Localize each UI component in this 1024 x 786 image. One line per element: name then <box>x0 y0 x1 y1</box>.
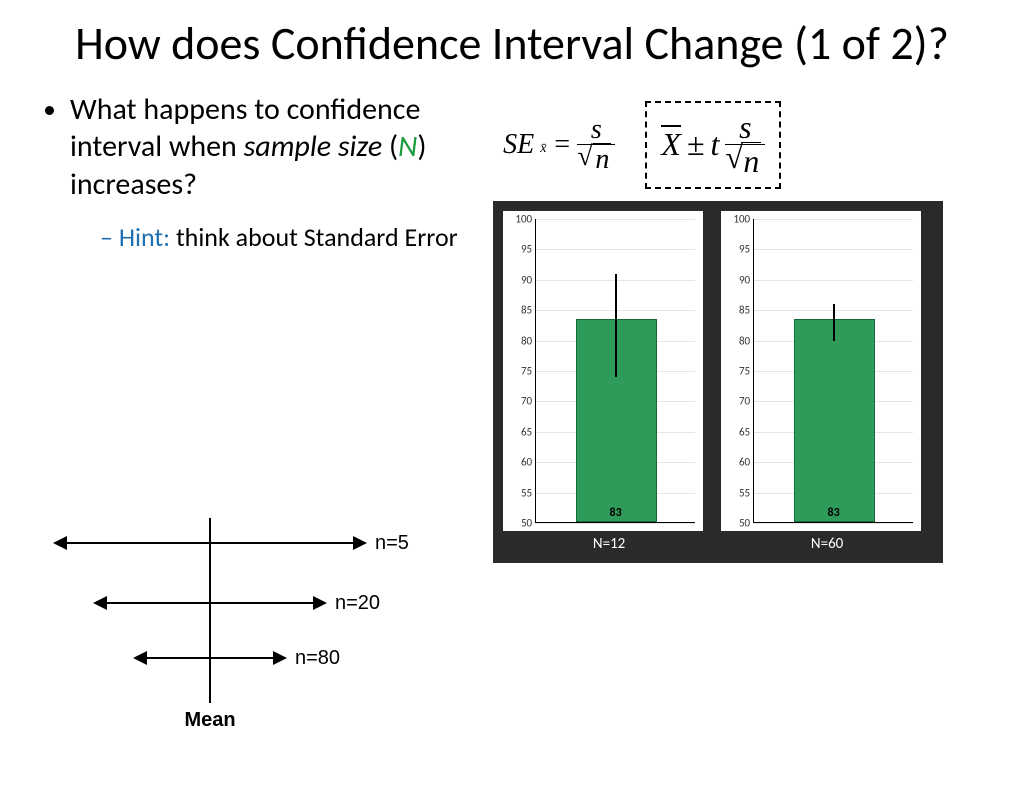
hint-bullet: Hint: think about Standard Error <box>100 221 493 254</box>
x-axis-label: N=60 <box>721 535 933 553</box>
bullet-open: ( <box>382 128 398 165</box>
ytick-label: 90 <box>508 273 532 286</box>
ytick-label: 55 <box>726 486 750 499</box>
bullet-sample-size: sample size <box>244 128 383 165</box>
hint-text: think about Standard Error <box>170 221 458 253</box>
ytick-label: 100 <box>508 213 532 226</box>
interval-label: n=20 <box>335 592 380 614</box>
ytick-label: 60 <box>726 456 750 469</box>
ytick-label: 85 <box>508 304 532 317</box>
ytick-label: 95 <box>508 243 532 256</box>
ytick-label: 50 <box>508 517 532 530</box>
ci-pm: ± <box>687 126 705 163</box>
interval-label: n=5 <box>375 532 409 554</box>
error-bar <box>833 304 835 340</box>
x-axis-label: N=12 <box>503 535 715 553</box>
main-bullet: What happens to confidence interval when… <box>70 91 493 254</box>
bar-value-label: 83 <box>828 506 840 520</box>
se-formula: SE x̄ = s n <box>503 115 615 175</box>
bar-plot: 50 55 60 65 70 75 80 85 90 95 100 83 <box>721 211 921 531</box>
bar-chart-panel: 50 55 60 65 70 75 80 85 90 95 100 83 N=12 50 55 60 65 70 7… <box>493 201 943 563</box>
slide-title: How does Confidence Interval Change (1 o… <box>40 18 984 71</box>
ci-den: n <box>741 142 761 179</box>
bar <box>794 319 876 522</box>
ytick-label: 70 <box>726 395 750 408</box>
ci-xbar: X <box>661 126 681 163</box>
ytick-label: 65 <box>508 425 532 438</box>
se-sub: x̄ <box>540 141 546 157</box>
ytick-label: 80 <box>508 334 532 347</box>
ytick-label: 60 <box>508 456 532 469</box>
ytick-label: 75 <box>726 365 750 378</box>
interval-label: n=80 <box>295 647 340 669</box>
mean-label: Mean <box>184 709 235 731</box>
ci-formula: X ± t s n <box>645 101 781 189</box>
se-den: n <box>593 143 611 175</box>
bar <box>576 319 658 522</box>
ci-t: t <box>710 126 719 163</box>
ytick-label: 90 <box>726 273 750 286</box>
formula-row: SE x̄ = s n X ± t s n <box>503 101 984 189</box>
ytick-label: 50 <box>726 517 750 530</box>
error-bar <box>615 274 617 377</box>
eq-sign: = <box>552 129 571 161</box>
ytick-label: 65 <box>726 425 750 438</box>
ytick-label: 100 <box>726 213 750 226</box>
interval-diagram: n=5 n=20 n=80 Mean <box>50 508 430 738</box>
hint-label: Hint: <box>119 221 170 253</box>
ytick-label: 75 <box>508 365 532 378</box>
ytick-label: 80 <box>726 334 750 347</box>
ytick-label: 95 <box>726 243 750 256</box>
ytick-label: 70 <box>508 395 532 408</box>
ytick-label: 85 <box>726 304 750 317</box>
ytick-label: 55 <box>508 486 532 499</box>
se-num: s <box>587 115 606 144</box>
bullet-n: N <box>398 128 417 165</box>
bar-value-label: 83 <box>610 506 622 520</box>
bar-plot: 50 55 60 65 70 75 80 85 90 95 100 83 <box>503 211 703 531</box>
se-lhs: SE <box>503 129 534 161</box>
